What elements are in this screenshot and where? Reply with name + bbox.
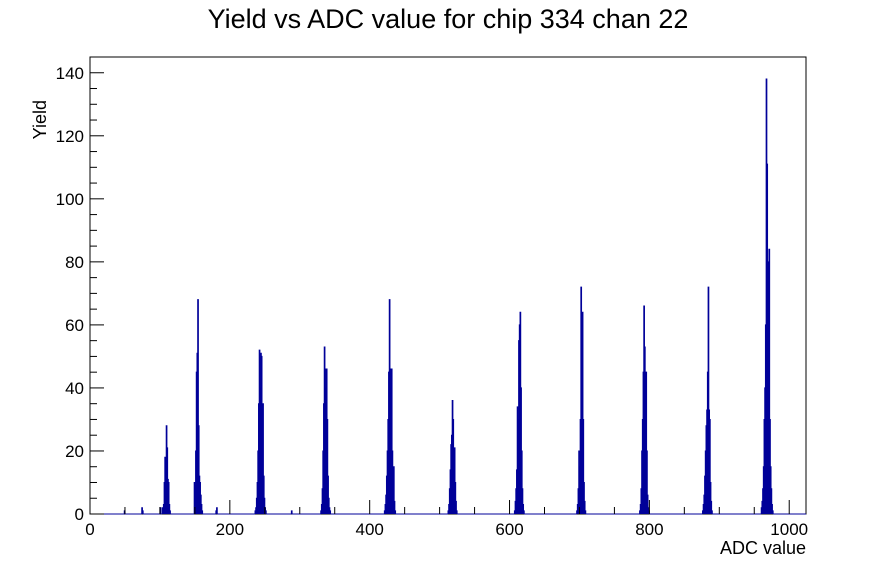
y-axis-label: Yield bbox=[30, 100, 50, 139]
x-tick-label: 1000 bbox=[770, 520, 808, 539]
y-tick-label: 120 bbox=[56, 127, 84, 146]
histogram-bin bbox=[771, 504, 773, 514]
histogram-bin bbox=[520, 450, 523, 514]
histogram-bin bbox=[167, 481, 170, 514]
y-tick-label: 140 bbox=[56, 64, 84, 83]
histogram-bin bbox=[390, 368, 393, 514]
histogram-bin bbox=[583, 481, 585, 514]
histogram-bin bbox=[522, 504, 525, 514]
histogram-bin bbox=[164, 456, 167, 514]
histogram-bin bbox=[262, 403, 264, 514]
histogram-bin bbox=[290, 510, 293, 514]
histogram-bin bbox=[771, 510, 774, 514]
histogram-bin bbox=[711, 510, 713, 514]
x-tick-label: 800 bbox=[635, 520, 663, 539]
histogram-bin bbox=[455, 500, 457, 514]
histogram-bin bbox=[200, 504, 203, 514]
histogram-bin bbox=[584, 510, 587, 514]
histogram-bin bbox=[169, 510, 171, 514]
x-tick-label: 600 bbox=[495, 520, 523, 539]
histogram-bin bbox=[646, 494, 649, 514]
histogram-bin bbox=[645, 371, 648, 514]
x-tick-label: 400 bbox=[356, 520, 384, 539]
histogram-bin bbox=[392, 466, 395, 514]
y-tick-label: 100 bbox=[56, 190, 84, 209]
histogram-bin bbox=[393, 500, 396, 514]
histogram-bin bbox=[263, 497, 266, 514]
histogram-bin bbox=[707, 286, 710, 514]
histogram-bin bbox=[168, 504, 171, 514]
histogram-bin bbox=[141, 510, 144, 514]
histogram-bin bbox=[709, 418, 711, 514]
histogram-bin bbox=[581, 311, 584, 514]
histogram-bin bbox=[709, 481, 712, 514]
histogram-bin bbox=[523, 510, 525, 514]
histogram-bin bbox=[770, 488, 773, 514]
x-tick-label: 200 bbox=[216, 520, 244, 539]
histogram-bin bbox=[583, 500, 586, 514]
histogram-bin bbox=[327, 497, 330, 514]
histogram-bin bbox=[197, 299, 199, 514]
histogram-bin bbox=[326, 418, 329, 514]
histogram-bin bbox=[262, 475, 265, 514]
histogram-bin bbox=[329, 510, 332, 514]
histogram-bin bbox=[582, 418, 585, 514]
histogram-bin bbox=[455, 510, 458, 514]
chart-title: Yield vs ADC value for chip 334 chan 22 bbox=[208, 4, 689, 34]
histogram-bin bbox=[710, 500, 713, 514]
histogram-bin bbox=[265, 510, 267, 514]
y-tick-label: 60 bbox=[65, 316, 84, 335]
histogram-bin bbox=[197, 425, 200, 514]
histogram-bin bbox=[646, 450, 648, 514]
histogram-bin bbox=[260, 355, 263, 514]
histogram-bin bbox=[201, 510, 204, 514]
histogram-bin bbox=[521, 488, 524, 514]
y-tick-label: 0 bbox=[75, 505, 84, 524]
y-tick-label: 40 bbox=[65, 379, 84, 398]
x-axis-label: ADC value bbox=[720, 538, 806, 558]
histogram-bin bbox=[327, 475, 329, 514]
y-tick-label: 80 bbox=[65, 253, 84, 272]
histogram-bin bbox=[768, 248, 771, 514]
histogram-bin bbox=[453, 447, 456, 514]
histogram-bin bbox=[216, 507, 218, 514]
histogram-bin bbox=[394, 510, 397, 514]
x-tick-label: 0 bbox=[85, 520, 94, 539]
histogram-bin bbox=[454, 481, 457, 514]
y-tick-label: 20 bbox=[65, 442, 84, 461]
